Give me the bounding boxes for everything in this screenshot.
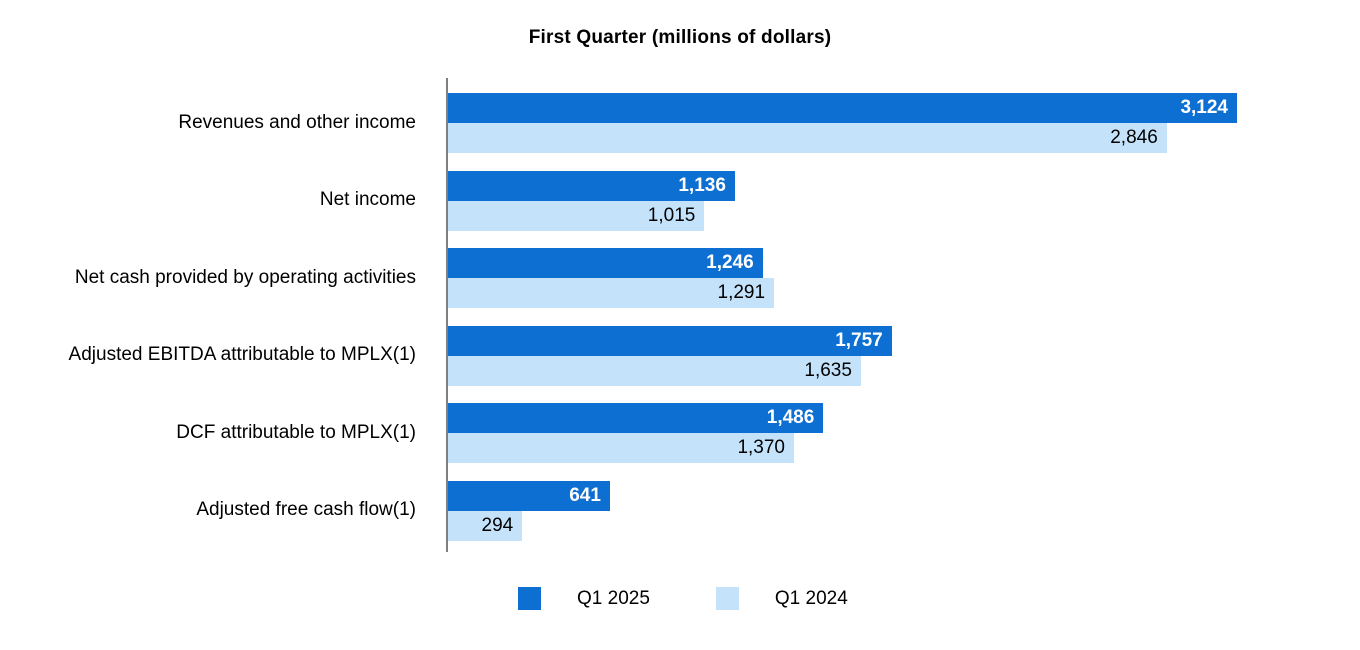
bar-q1-2025: 1,246 <box>448 248 763 278</box>
category-label: Net cash provided by operating activitie… <box>74 266 416 288</box>
chart-row: DCF attributable to MPLX(1) 1,486 1,370 <box>0 403 1360 463</box>
bar-group: 1,757 1,635 <box>448 325 892 386</box>
value-label: 1,291 <box>717 282 766 303</box>
chart-row: Net income 1,136 1,015 <box>0 170 1360 231</box>
value-label: 1,757 <box>835 329 883 351</box>
legend-label: Q1 2024 <box>774 587 848 609</box>
bar-q1-2024: 2,846 <box>448 123 1167 153</box>
bar-q1-2025: 3,124 <box>448 93 1237 123</box>
legend-swatch-icon <box>518 587 541 610</box>
category-label: Net income <box>319 189 416 211</box>
bar-q1-2025: 1,136 <box>448 170 735 201</box>
bar-q1-2025: 1,757 <box>448 325 892 356</box>
value-label: 641 <box>569 484 601 506</box>
bar-group: 1,136 1,015 <box>448 170 735 231</box>
chart-row: Net cash provided by operating activitie… <box>0 248 1360 308</box>
legend-swatch-icon <box>715 587 739 610</box>
value-label: 1,370 <box>737 437 785 458</box>
chart-title: First Quarter (millions of dollars) <box>528 27 832 48</box>
legend-item: Q1 2025 <box>518 587 650 610</box>
category-label: Adjusted EBITDA attributable to MPLX(1) <box>68 344 416 366</box>
legend-label: Q1 2025 <box>577 587 650 609</box>
bar-group: 641 294 <box>448 480 610 541</box>
category-label: DCF attributable to MPLX(1) <box>176 421 416 443</box>
bar-q1-2024: 1,635 <box>448 355 861 386</box>
bar-q1-2024: 1,370 <box>448 433 794 463</box>
value-label: 294 <box>481 514 514 536</box>
category-label: Adjusted free cash flow(1) <box>196 499 416 521</box>
value-label: 1,015 <box>647 204 696 226</box>
bar-group: 1,246 1,291 <box>448 248 775 308</box>
value-label: 1,486 <box>766 407 815 428</box>
value-label: 3,124 <box>1180 97 1228 118</box>
category-label: Revenues and other income <box>178 111 416 133</box>
value-label: 1,136 <box>678 174 726 196</box>
bar-q1-2024: 1,291 <box>448 278 775 308</box>
chart-row: Revenues and other income 3,124 2,846 <box>0 93 1360 153</box>
chart-row: Adjusted EBITDA attributable to MPLX(1) 1… <box>0 325 1360 386</box>
y-axis-line <box>446 78 448 552</box>
chart-row: Adjusted free cash flow(1) 641 294 <box>0 480 1360 541</box>
bar-q1-2025: 1,486 <box>448 403 824 433</box>
bar-group: 3,124 2,846 <box>448 93 1237 153</box>
legend: Q1 2025 Q1 2024 <box>518 587 848 610</box>
value-label: 2,846 <box>1110 127 1158 148</box>
bar-group: 1,486 1,370 <box>448 403 824 463</box>
bar-q1-2025: 641 <box>448 480 610 511</box>
value-label: 1,246 <box>706 252 754 273</box>
chart-rows: Revenues and other income 3,124 2,846 Net i… <box>0 93 1360 541</box>
bar-q1-2024: 1,015 <box>448 200 705 231</box>
legend-item: Q1 2024 <box>715 587 848 610</box>
bar-q1-2024: 294 <box>448 510 523 541</box>
value-label: 1,635 <box>804 359 852 381</box>
